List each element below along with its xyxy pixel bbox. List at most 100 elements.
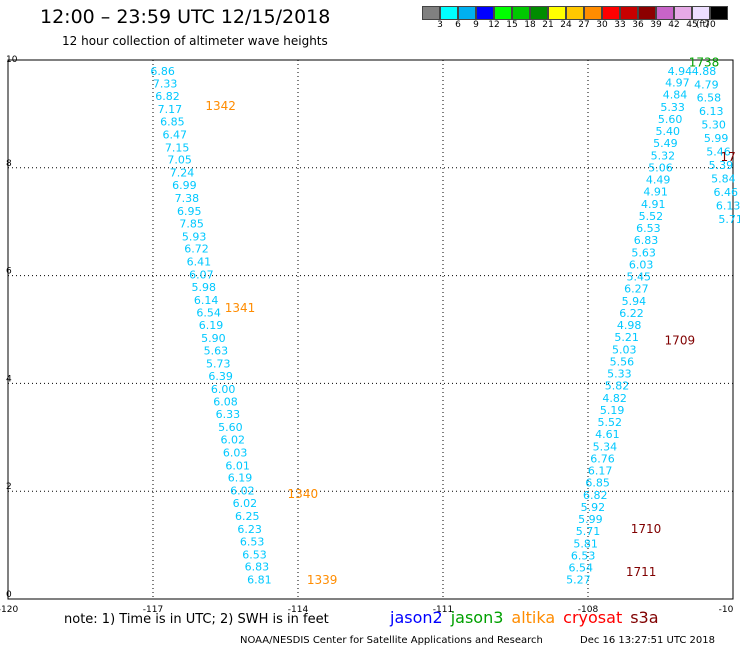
wave-height-value: 5.40 — [656, 125, 681, 138]
footer-note: note: 1) Time is in UTC; 2) SWH is in fe… — [64, 612, 329, 627]
wave-height-value: 5.98 — [192, 281, 217, 294]
wave-height-value: 5.93 — [182, 230, 207, 243]
wave-height-value: 5.81 — [573, 537, 598, 550]
wave-height-value: 6.95 — [177, 205, 202, 218]
colorbar-label: 18 — [524, 20, 536, 30]
colorbar-swatch — [530, 6, 548, 20]
wave-height-value: 6.54 — [196, 306, 221, 319]
wave-height-value: 4.91 — [643, 186, 668, 199]
wave-height-value: 5.60 — [658, 113, 683, 126]
wave-height-value: 5.39 — [709, 159, 734, 172]
wave-height-value: 4.79 — [694, 78, 719, 91]
wave-height-value: 5.99 — [704, 132, 729, 145]
wave-height-value: 6.85 — [160, 115, 185, 128]
wave-height-value: 6.19 — [228, 472, 253, 485]
colorbar-swatch — [620, 6, 638, 20]
colorbar-label: 12 — [488, 20, 500, 30]
wave-height-value: 5.27 — [566, 574, 591, 587]
colorbar-labels: 3 6 9 12 15 18 21 24 27 30 33 36 39 42 45 70 — [422, 20, 740, 32]
wave-height-value: 7.15 — [165, 141, 190, 154]
pass-time-label: 1710 — [631, 522, 662, 536]
wave-height-value: 4.97 — [665, 77, 690, 90]
wave-height-value: 6.83 — [245, 561, 270, 574]
wave-height-value: 6.25 — [235, 510, 260, 523]
colorbar-swatch — [440, 6, 458, 20]
wave-height-value: 6.72 — [184, 243, 209, 256]
wave-height-value: 5.30 — [701, 119, 726, 132]
colorbar-label: 42 — [668, 20, 680, 30]
colorbar-swatch — [422, 6, 440, 20]
wave-height-value: 5.49 — [653, 137, 678, 150]
wave-height-value: 4.82 — [602, 392, 627, 405]
wave-height-value: 5.63 — [631, 246, 656, 259]
colorbar-label: 21 — [542, 20, 554, 30]
wave-height-value: 6.85 — [585, 477, 610, 490]
wave-height-value: 6.27 — [624, 283, 649, 296]
wave-height-value: 7.24 — [170, 167, 195, 180]
colorbar-label: 36 — [632, 20, 644, 30]
wave-height-value: 6.53 — [571, 549, 596, 562]
wave-height-value: 7.85 — [179, 217, 204, 230]
wave-height-value: 4.94 — [668, 65, 693, 78]
colorbar-swatch — [638, 6, 656, 20]
x-tick-label: -120 — [0, 605, 18, 615]
y-tick-label: 8 — [6, 159, 12, 169]
wave-height-value: 4.91 — [641, 198, 666, 211]
wave-height-value: 6.13 — [699, 105, 724, 118]
wave-height-value: 6.83 — [634, 234, 659, 247]
legend-jason3: jason3 — [450, 608, 504, 627]
wave-height-value: 4.98 — [617, 319, 642, 332]
wave-height-value: 5.06 — [648, 161, 673, 174]
colorbar-label: 33 — [614, 20, 626, 30]
y-tick-label: 2 — [6, 482, 12, 492]
y-tick-label: 6 — [6, 267, 12, 277]
wave-height-value: 4.84 — [663, 88, 688, 101]
wave-height-value: 5.33 — [607, 368, 632, 381]
y-tick-label: 0 — [6, 590, 12, 600]
wave-height-value: 5.52 — [598, 416, 623, 429]
colorbar-swatch — [602, 6, 620, 20]
pass-time-label: 1342 — [205, 99, 236, 113]
wave-height-value: 6.01 — [225, 459, 250, 472]
wave-height-value: 5.33 — [660, 101, 685, 114]
wave-height-value: 5.45 — [627, 271, 652, 284]
wave-height-value: 6.82 — [155, 90, 180, 103]
x-tick-label: -10 — [719, 605, 734, 615]
wave-height-value: 6.03 — [223, 446, 248, 459]
wave-height-value: 5.92 — [581, 501, 606, 514]
colorbar-swatch — [458, 6, 476, 20]
wave-height-value: 5.82 — [605, 380, 630, 393]
wave-height-value: 6.23 — [237, 523, 262, 536]
wave-height-value: 5.52 — [639, 210, 664, 223]
colorbar-swatch — [512, 6, 530, 20]
wave-height-value: 6.13 — [716, 200, 740, 213]
pass-time-label: 1339 — [307, 573, 338, 587]
wave-height-value: 6.22 — [619, 307, 644, 320]
colorbar-label: 39 — [650, 20, 662, 30]
pass-time-label: 1341 — [225, 301, 256, 315]
wave-height-value: 6.41 — [187, 256, 212, 269]
x-tick-label: -117 — [143, 605, 163, 615]
wave-height-value: 6.07 — [189, 269, 214, 282]
generated-timestamp: Dec 16 13:27:51 UTC 2018 — [580, 635, 715, 646]
pass-time-label: 1738 — [689, 56, 720, 70]
wave-height-value: 5.71 — [576, 525, 601, 538]
wave-height-value: 6.39 — [208, 370, 233, 383]
wave-height-value: 4.49 — [646, 174, 671, 187]
wave-height-value: 6.19 — [199, 319, 224, 332]
wave-height-value: 5.99 — [578, 513, 603, 526]
wave-height-value: 6.53 — [240, 535, 265, 548]
colorbar-swatch — [548, 6, 566, 20]
map-frame — [7, 59, 734, 600]
colorbar-swatch — [674, 6, 692, 20]
pass-time-label: 17 — [721, 150, 736, 164]
x-tick-label: -111 — [433, 605, 453, 615]
y-tick-label: 4 — [6, 374, 12, 384]
wave-height-value: 5.60 — [218, 421, 243, 434]
colorbar-label: 70 — [704, 20, 716, 30]
pass-time-label: 1340 — [288, 487, 319, 501]
colorbar-unit: (ft) — [696, 20, 710, 30]
wave-height-value: 6.02 — [221, 433, 246, 446]
wave-height-value: 5.90 — [201, 332, 226, 345]
